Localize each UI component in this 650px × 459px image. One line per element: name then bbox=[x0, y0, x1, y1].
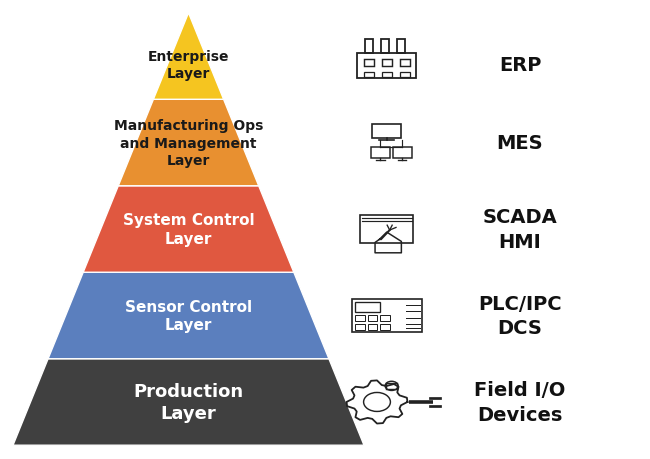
Bar bbox=[352, 299, 422, 332]
Bar bbox=[370, 147, 389, 159]
Bar bbox=[355, 302, 380, 313]
Bar bbox=[385, 383, 397, 389]
Bar bbox=[380, 315, 389, 321]
Bar bbox=[382, 73, 391, 78]
Bar bbox=[400, 60, 410, 67]
Polygon shape bbox=[73, 273, 304, 298]
Text: Manufacturing Ops
and Management
Layer: Manufacturing Ops and Management Layer bbox=[114, 119, 263, 168]
Bar bbox=[355, 315, 365, 321]
Bar bbox=[400, 73, 410, 78]
Text: System Control
Layer: System Control Layer bbox=[123, 213, 254, 246]
Text: Sensor Control
Layer: Sensor Control Layer bbox=[125, 299, 252, 333]
Bar bbox=[365, 40, 373, 54]
Text: Field I/O
Devices: Field I/O Devices bbox=[474, 381, 566, 424]
Bar bbox=[358, 54, 416, 79]
Bar bbox=[393, 147, 411, 159]
Bar bbox=[368, 324, 377, 330]
Polygon shape bbox=[153, 14, 224, 100]
Bar bbox=[372, 124, 402, 139]
Polygon shape bbox=[38, 359, 339, 385]
Polygon shape bbox=[108, 186, 269, 212]
Polygon shape bbox=[13, 359, 364, 445]
Polygon shape bbox=[83, 186, 294, 273]
Bar bbox=[368, 315, 377, 321]
Text: PLC/IPC
DCS: PLC/IPC DCS bbox=[478, 294, 562, 337]
Bar bbox=[382, 60, 391, 67]
Polygon shape bbox=[118, 100, 259, 186]
Text: MES: MES bbox=[497, 134, 543, 153]
Bar bbox=[355, 324, 365, 330]
Text: Production
Layer: Production Layer bbox=[133, 382, 244, 422]
Polygon shape bbox=[48, 273, 329, 359]
Bar bbox=[364, 73, 374, 78]
Text: ERP: ERP bbox=[499, 56, 541, 75]
Bar bbox=[360, 215, 413, 244]
Bar bbox=[381, 40, 389, 54]
Bar bbox=[397, 40, 406, 54]
Bar bbox=[364, 60, 374, 67]
Text: Enterprise
Layer: Enterprise Layer bbox=[148, 50, 229, 81]
Bar bbox=[380, 324, 389, 330]
Text: SCADA
HMI: SCADA HMI bbox=[482, 208, 558, 251]
